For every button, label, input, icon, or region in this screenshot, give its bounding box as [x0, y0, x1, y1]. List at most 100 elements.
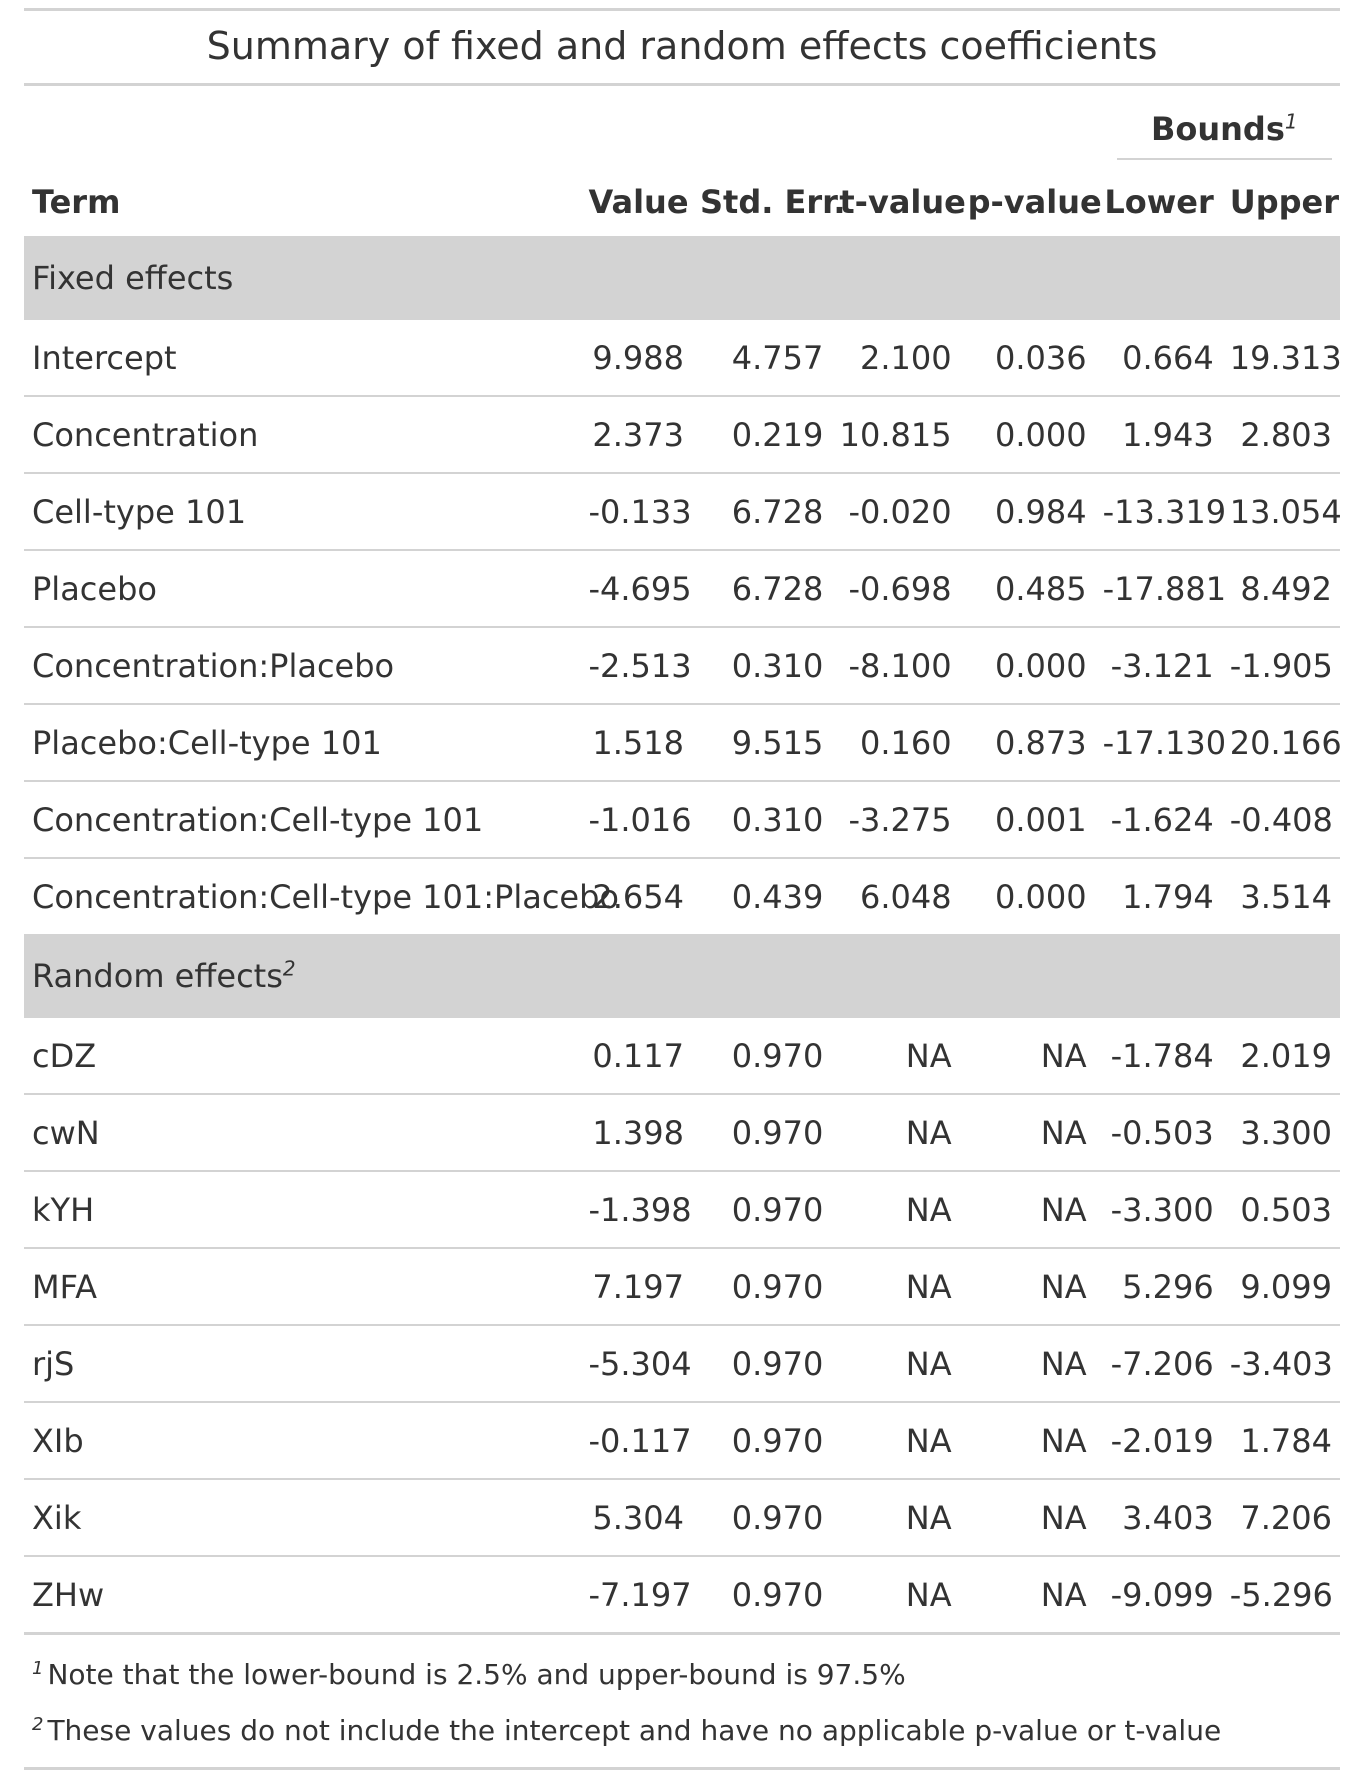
- cell-pvalue: NA: [959, 1170, 1095, 1248]
- cell-upper: 3.514: [1221, 857, 1340, 936]
- bounds-spanner: Bounds1: [1095, 86, 1340, 168]
- cell-value: -0.117: [580, 1401, 692, 1479]
- bounds-label: Bounds: [1150, 110, 1285, 148]
- cell-tvalue: NA: [831, 1324, 960, 1402]
- table-row: MFA 7.197 0.970 NA NA 5.296 9.099: [24, 1247, 1340, 1325]
- cell-upper: 2.803: [1221, 395, 1340, 473]
- cell-tvalue: -3.275: [831, 780, 960, 858]
- cell-upper: -1.905: [1221, 626, 1340, 704]
- cell-pvalue: NA: [959, 1324, 1095, 1402]
- cell-pvalue: NA: [1040, 1036, 1087, 1075]
- cell-upper: -3.403: [1221, 1324, 1340, 1402]
- cell-pvalue: 0.000: [959, 626, 1095, 704]
- cell-term: MFA: [24, 1247, 581, 1325]
- cell-value: -2.513: [580, 626, 692, 704]
- cell-value: 5.304: [580, 1478, 692, 1556]
- cell-value: 1.398: [580, 1093, 692, 1171]
- cell-lower: -17.130: [1094, 703, 1226, 781]
- cell-stderr: 0.970: [691, 1170, 832, 1248]
- cell-pvalue: NA: [959, 1093, 1095, 1171]
- footnote-mark: 1: [32, 1657, 44, 1679]
- cell-term: Intercept: [32, 338, 177, 377]
- cell-upper: 7.206: [1221, 1478, 1340, 1556]
- summary-table-container: Summary of fixed and random effects coef…: [24, 8, 1342, 1770]
- cell-pvalue: 0.873: [959, 703, 1095, 781]
- cell-stderr: 6.728: [691, 549, 832, 627]
- cell-term: Concentration:Placebo: [24, 626, 581, 704]
- cell-term: ZHw: [24, 1555, 581, 1632]
- cell-tvalue: NA: [831, 1478, 960, 1556]
- cell-stderr: 4.757: [731, 338, 824, 377]
- table-row: cDZ 0.117 0.970 NA NA -1.784 2.019: [24, 1017, 1340, 1095]
- cell-value: 7.197: [580, 1247, 692, 1325]
- cell-lower: -3.300: [1094, 1170, 1222, 1248]
- cell-lower: -17.881: [1094, 549, 1226, 627]
- table-row: ZHw -7.197 0.970 NA NA -9.099 -5.296: [24, 1555, 1340, 1632]
- column-header-stderr: Std. Err.: [699, 183, 846, 221]
- cell-tvalue: -0.698: [831, 549, 960, 627]
- cell-stderr: 0.970: [731, 1036, 824, 1075]
- cell-pvalue: 0.001: [959, 780, 1095, 858]
- table-body: Fixed effects Intercept 9.988 4.757 2.100 0.0…: [24, 236, 1342, 1632]
- cell-tvalue: 0.160: [831, 703, 960, 781]
- cell-pvalue: NA: [959, 1555, 1095, 1632]
- cell-stderr: 0.439: [691, 857, 832, 936]
- cell-stderr: 6.728: [691, 472, 832, 550]
- cell-upper: 0.503: [1221, 1170, 1340, 1248]
- cell-value: -1.398: [580, 1170, 692, 1248]
- coefficients-table: Bounds1 Term Value Std. Err. t-value p-v…: [24, 86, 1342, 1632]
- cell-tvalue: -0.020: [831, 472, 960, 550]
- cell-tvalue: NA: [831, 1093, 960, 1171]
- cell-stderr: 0.970: [691, 1555, 832, 1632]
- cell-upper: 13.054: [1221, 472, 1342, 550]
- spanner-row: Bounds1: [24, 86, 1340, 168]
- cell-stderr: 0.219: [691, 395, 832, 473]
- cell-term: Xik: [24, 1478, 581, 1556]
- table-row: Xik 5.304 0.970 NA NA 3.403 7.206: [24, 1478, 1340, 1556]
- cell-lower: 1.794: [1094, 857, 1222, 936]
- cell-upper: 9.099: [1221, 1247, 1340, 1325]
- cell-upper: 2.019: [1240, 1036, 1332, 1075]
- cell-value: 2.654: [580, 857, 692, 936]
- footnote: 2 These values do not include the interce…: [32, 1703, 1332, 1759]
- cell-term: Concentration: [24, 395, 581, 473]
- cell-lower: 5.296: [1094, 1247, 1222, 1325]
- cell-lower: -1.784: [1110, 1036, 1214, 1075]
- cell-stderr: 0.310: [691, 780, 832, 858]
- column-header-value: Value: [588, 183, 689, 221]
- cell-term: kYH: [24, 1170, 581, 1248]
- cell-tvalue: -8.100: [831, 626, 960, 704]
- table-row: cwN 1.398 0.970 NA NA -0.503 3.300: [24, 1093, 1340, 1171]
- cell-term: Cell-type 101: [24, 472, 581, 550]
- footnote-mark: 1: [1284, 109, 1298, 134]
- table-row: Concentration:Cell-type 101:Placebo 2.654…: [24, 857, 1340, 936]
- cell-tvalue: 10.815: [831, 395, 960, 473]
- cell-stderr: 9.515: [691, 703, 832, 781]
- cell-stderr: 0.970: [691, 1324, 832, 1402]
- cell-tvalue: NA: [831, 1170, 960, 1248]
- cell-value: -0.133: [580, 472, 692, 550]
- cell-term: Placebo: [24, 549, 581, 627]
- cell-lower: 1.943: [1094, 395, 1222, 473]
- cell-term: Concentration:Cell-type 101:Placebo: [24, 857, 619, 936]
- table-row: Concentration:Cell-type 101 -1.016 0.310 -3…: [24, 780, 1340, 858]
- cell-upper: -0.408: [1221, 780, 1340, 858]
- column-header-lower: Lower: [1104, 183, 1214, 221]
- top-rule: [24, 8, 1340, 11]
- cell-term: cwN: [24, 1093, 581, 1171]
- cell-term: Concentration:Cell-type 101: [24, 780, 581, 858]
- table-title: Summary of fixed and random effects coef…: [24, 11, 1340, 86]
- cell-pvalue: NA: [959, 1401, 1095, 1479]
- footnote-text: These values do not include the intercep…: [47, 1714, 1222, 1747]
- cell-term: rjS: [24, 1324, 581, 1402]
- column-header-tvalue: t-value: [839, 183, 966, 221]
- cell-lower: 3.403: [1094, 1478, 1222, 1556]
- cell-tvalue: NA: [831, 1555, 960, 1632]
- cell-lower: -2.019: [1094, 1401, 1222, 1479]
- cell-lower: -13.319: [1094, 472, 1226, 550]
- group-label-text: Fixed effects: [32, 259, 234, 297]
- group-label-text: Random effects: [32, 957, 283, 995]
- footnote-text: Note that the lower-bound is 2.5% and up…: [47, 1658, 906, 1691]
- cell-stderr: 0.970: [691, 1478, 832, 1556]
- footnote-mark: 2: [32, 1713, 44, 1735]
